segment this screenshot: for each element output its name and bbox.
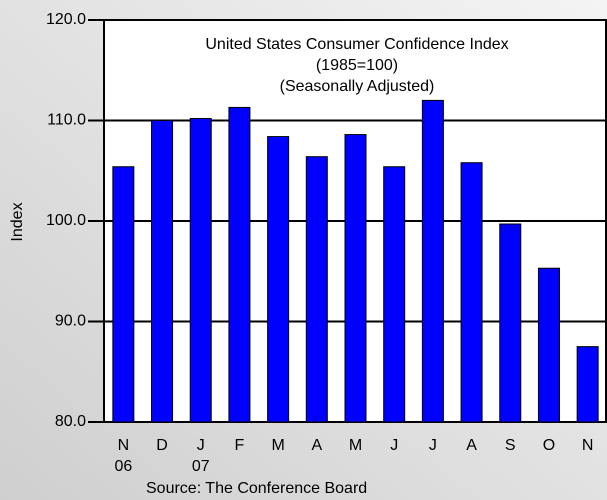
bar — [576, 346, 599, 423]
bar — [305, 156, 328, 423]
bar — [383, 166, 406, 423]
x-tick-label: N — [582, 437, 594, 454]
x-tick-label: S — [505, 437, 516, 454]
y-tick-label: 90.0 — [55, 313, 86, 330]
y-tick-label: 120.0 — [46, 11, 86, 28]
bar — [267, 136, 290, 423]
bar — [151, 120, 174, 423]
bar — [228, 106, 251, 423]
bar — [112, 166, 135, 423]
x-tick-label: O — [543, 437, 555, 454]
x-tick-sublabel: 07 — [192, 458, 210, 475]
bar — [189, 117, 212, 423]
chart-subtitle: (1985=100) — [316, 57, 398, 74]
x-tick-label: J — [390, 437, 398, 454]
x-tick-sublabel: 06 — [114, 458, 132, 475]
bar — [344, 134, 367, 423]
bar — [460, 162, 483, 423]
y-tick-label: 80.0 — [55, 413, 86, 430]
bar — [499, 223, 522, 423]
y-tick-label: 100.0 — [46, 212, 86, 229]
bar — [537, 267, 560, 423]
chart-title: United States Consumer Confidence Index — [205, 36, 508, 53]
chart-subtitle: (Seasonally Adjusted) — [280, 78, 435, 95]
x-tick-label: J — [429, 437, 437, 454]
x-tick-label: A — [466, 437, 477, 454]
x-tick-label: D — [156, 437, 168, 454]
x-tick-label: F — [235, 437, 245, 454]
x-tick-label: M — [349, 437, 362, 454]
y-axis-label: Index — [9, 202, 26, 241]
x-tick-label: J — [197, 437, 205, 454]
x-tick-label: A — [311, 437, 322, 454]
x-tick-label: N — [118, 437, 130, 454]
bar — [421, 99, 444, 423]
source: Source: The Conference Board — [146, 480, 367, 497]
x-tick-label: M — [271, 437, 284, 454]
y-tick-label: 110.0 — [47, 112, 86, 129]
